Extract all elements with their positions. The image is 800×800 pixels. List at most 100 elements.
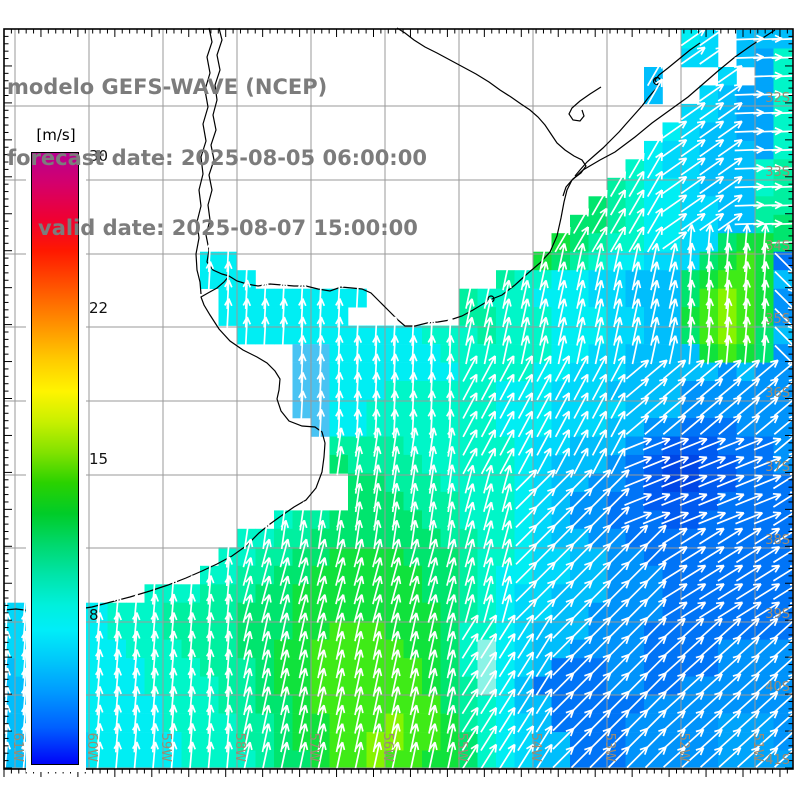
direction-arrow bbox=[205, 630, 215, 660]
direction-arrow bbox=[316, 353, 326, 383]
direction-arrow bbox=[642, 474, 671, 488]
direction-arrow bbox=[499, 429, 515, 456]
direction-arrow bbox=[662, 359, 687, 380]
direction-arrow bbox=[554, 392, 571, 419]
direction-arrow bbox=[150, 722, 159, 753]
wave-cell bbox=[4, 639, 16, 659]
direction-arrow bbox=[681, 414, 705, 435]
direction-arrow bbox=[390, 334, 400, 365]
direction-arrow bbox=[533, 598, 556, 621]
direction-arrow bbox=[735, 456, 764, 470]
direction-arrow bbox=[94, 612, 104, 642]
direction-arrow bbox=[483, 594, 494, 623]
direction-arrow bbox=[723, 279, 733, 309]
direction-arrow bbox=[717, 583, 744, 601]
direction-arrow bbox=[742, 279, 751, 309]
direction-arrow bbox=[280, 741, 290, 769]
direction-arrow bbox=[464, 483, 476, 513]
direction-arrow bbox=[262, 519, 271, 550]
direction-arrow bbox=[718, 709, 742, 731]
direction-arrow bbox=[716, 456, 745, 470]
direction-arrow bbox=[723, 334, 733, 365]
direction-arrow bbox=[533, 487, 556, 510]
direction-arrow bbox=[335, 390, 344, 420]
coastline bbox=[3, 27, 776, 613]
direction-arrow bbox=[461, 725, 479, 752]
direction-arrow bbox=[591, 447, 608, 475]
direction-arrow bbox=[772, 509, 793, 527]
direction-arrow bbox=[150, 741, 159, 769]
direction-arrow bbox=[680, 194, 706, 213]
direction-arrow bbox=[502, 335, 512, 365]
direction-arrow bbox=[644, 598, 667, 621]
direction-arrow bbox=[515, 487, 538, 510]
direction-arrow bbox=[409, 557, 420, 586]
coastline-path bbox=[205, 27, 230, 277]
direction-arrow bbox=[4, 593, 11, 623]
direction-arrow bbox=[168, 704, 178, 734]
direction-arrow bbox=[642, 511, 671, 525]
direction-arrow bbox=[499, 355, 515, 382]
direction-arrow bbox=[498, 725, 516, 752]
direction-arrow bbox=[353, 594, 365, 623]
direction-arrow bbox=[517, 614, 535, 641]
direction-arrow bbox=[771, 148, 793, 152]
direction-arrow bbox=[373, 519, 382, 550]
direction-arrow bbox=[536, 410, 552, 438]
direction-arrow bbox=[298, 316, 307, 346]
wave-cell bbox=[4, 750, 16, 769]
direction-arrow bbox=[187, 649, 196, 679]
latitude-label: 41S bbox=[765, 753, 790, 768]
direction-arrow bbox=[662, 377, 687, 398]
direction-arrow bbox=[572, 226, 590, 253]
direction-arrow bbox=[680, 46, 706, 65]
latitude-label: 38S bbox=[765, 533, 790, 548]
direction-arrow bbox=[447, 519, 456, 550]
direction-arrow bbox=[662, 194, 688, 213]
direction-arrow bbox=[737, 746, 760, 768]
direction-arrow bbox=[644, 414, 668, 435]
direction-arrow bbox=[717, 564, 744, 582]
direction-arrow bbox=[681, 617, 705, 639]
direction-arrow bbox=[700, 672, 723, 694]
direction-arrow bbox=[427, 575, 439, 605]
direction-arrow bbox=[680, 583, 707, 601]
direction-arrow bbox=[742, 242, 751, 272]
direction-arrow bbox=[499, 392, 515, 419]
direction-arrow bbox=[336, 519, 345, 550]
direction-arrow bbox=[552, 746, 575, 769]
direction-arrow bbox=[517, 447, 534, 475]
direction-arrow bbox=[4, 741, 11, 769]
direction-arrow bbox=[533, 561, 556, 584]
direction-arrow bbox=[390, 390, 400, 420]
direction-arrow bbox=[698, 456, 727, 470]
direction-arrow bbox=[465, 335, 475, 365]
direction-arrow bbox=[573, 392, 589, 419]
direction-arrow bbox=[4, 630, 11, 660]
direction-arrow bbox=[716, 492, 745, 506]
direction-arrow bbox=[772, 472, 793, 490]
direction-arrow bbox=[718, 654, 742, 676]
direction-arrow bbox=[610, 429, 626, 456]
direction-arrow bbox=[150, 649, 159, 679]
direction-arrow bbox=[700, 746, 723, 768]
direction-arrow bbox=[94, 593, 104, 623]
direction-arrow bbox=[735, 511, 764, 525]
direction-arrow bbox=[699, 101, 725, 121]
direction-arrow bbox=[335, 334, 344, 365]
direction-arrow bbox=[224, 612, 233, 642]
direction-arrow bbox=[698, 492, 727, 506]
direction-arrow bbox=[772, 528, 793, 545]
direction-arrow bbox=[774, 289, 793, 311]
direction-arrow bbox=[391, 741, 401, 769]
direction-arrow bbox=[554, 429, 571, 456]
direction-arrow bbox=[663, 672, 686, 694]
direction-arrow bbox=[681, 359, 705, 380]
direction-arrow bbox=[499, 410, 515, 438]
direction-arrow bbox=[771, 38, 793, 41]
direction-arrow bbox=[410, 519, 419, 550]
latitude-label: 33S bbox=[765, 165, 790, 180]
direction-arrow bbox=[187, 685, 196, 716]
direction-arrow bbox=[680, 138, 706, 158]
direction-arrow bbox=[261, 279, 270, 309]
